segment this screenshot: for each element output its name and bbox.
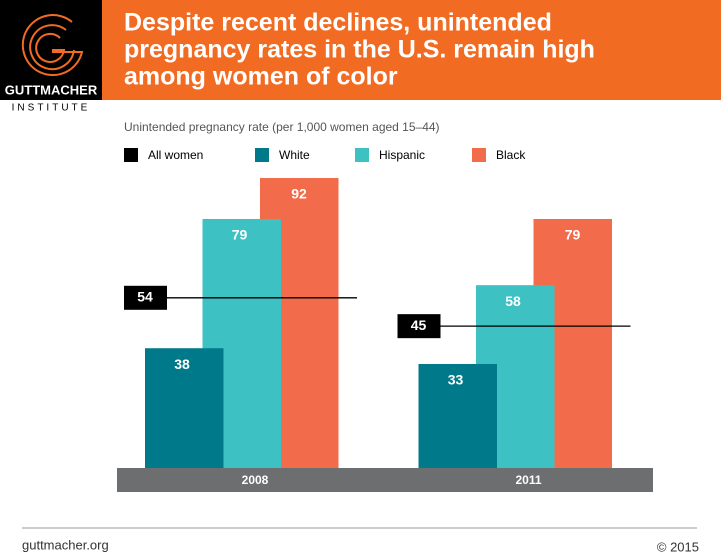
legend-swatch (124, 148, 138, 162)
reference-label: 54 (137, 288, 153, 304)
legend-label: All women (148, 148, 203, 162)
title: Despite recent declines, unintendedpregn… (124, 9, 595, 91)
value-label: 38 (174, 356, 190, 372)
title-banner (102, 0, 721, 100)
x-tick-label: 2011 (515, 473, 541, 487)
value-label: 92 (291, 186, 307, 202)
source: guttmacher.org (22, 537, 109, 552)
value-label: 33 (448, 372, 464, 388)
legend-swatch (472, 148, 486, 162)
y-label: Unintended pregnancy rate (per 1,000 wom… (124, 120, 440, 134)
value-label: 79 (565, 227, 581, 243)
logo-mark (21, 14, 84, 77)
axis-band (117, 468, 653, 492)
bar (418, 363, 497, 468)
reference-label-box (397, 314, 441, 339)
title-line: pregnancy rates in the U.S. remain high (124, 36, 595, 64)
bar (145, 348, 224, 468)
logo-subname: INSTITUTE (12, 103, 91, 114)
copyright: © 2015 (657, 539, 699, 554)
reference-label: 45 (411, 317, 427, 333)
logo-box (0, 0, 102, 100)
title-line: Despite recent declines, unintended (124, 9, 552, 37)
title-line: among women of color (124, 63, 398, 91)
logo-name: GUTTMACHER (5, 82, 98, 97)
legend-label: Black (496, 148, 526, 162)
value-label: 79 (232, 227, 248, 243)
legend-label: White (279, 148, 310, 162)
legend-swatch (255, 148, 269, 162)
x-tick-label: 2008 (242, 473, 269, 487)
legend-swatch (355, 148, 369, 162)
reference-label-box (124, 285, 167, 310)
value-label: 58 (505, 293, 521, 309)
legend-label: Hispanic (379, 148, 425, 162)
